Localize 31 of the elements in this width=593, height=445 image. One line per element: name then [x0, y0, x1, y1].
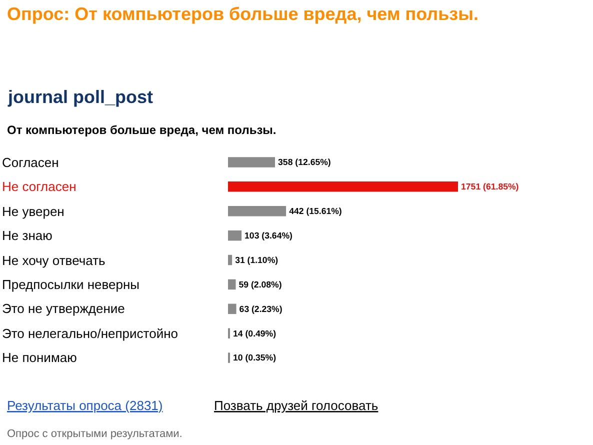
data-label: 10 (0.35%): [233, 352, 276, 363]
bar: [228, 230, 242, 241]
text: Опрос с открытыми результатами.: [7, 428, 182, 440]
bar: [228, 182, 458, 192]
bar: [228, 279, 236, 290]
text: От компьютеров больше вреда, чем пользы.: [7, 123, 276, 137]
y-tick-label: Не понимаю: [2, 350, 78, 365]
y-tick-label: Не знаю: [2, 228, 53, 243]
y-tick-label: Не согласен: [2, 179, 76, 194]
bar: [228, 304, 236, 314]
data-label: 63 (2.23%): [239, 304, 282, 314]
y-tick-label: Согласен: [2, 155, 59, 170]
y-tick-label: Это не утверждение: [2, 301, 125, 316]
data-label: 358 (12.65%): [278, 157, 331, 168]
bar: [228, 254, 232, 266]
chart-title: Опрос: От компьютеров больше вреда, чем пользы.: [7, 4, 479, 24]
text: journal poll_post: [7, 87, 154, 107]
bar: [228, 157, 276, 168]
text: Результаты опроса (2831): [7, 398, 163, 413]
y-tick-label: Предпосылки неверны: [2, 277, 140, 292]
text: Позвать друзей голосовать: [214, 398, 378, 413]
bar: [228, 206, 286, 216]
data-label: 14 (0.49%): [233, 328, 276, 338]
y-tick-label: Это нелегально/непристойно: [2, 326, 178, 341]
y-tick-label: Не уверен: [2, 204, 64, 219]
data-label: 1751 (61.85%): [461, 182, 519, 192]
data-label: 31 (1.10%): [235, 254, 278, 265]
data-label: 442 (15.61%): [289, 206, 342, 216]
data-label: 103 (3.64%): [244, 230, 293, 240]
y-tick-label: Не хочу отвечать: [2, 253, 106, 268]
data-label: 59 (2.08%): [238, 279, 282, 290]
